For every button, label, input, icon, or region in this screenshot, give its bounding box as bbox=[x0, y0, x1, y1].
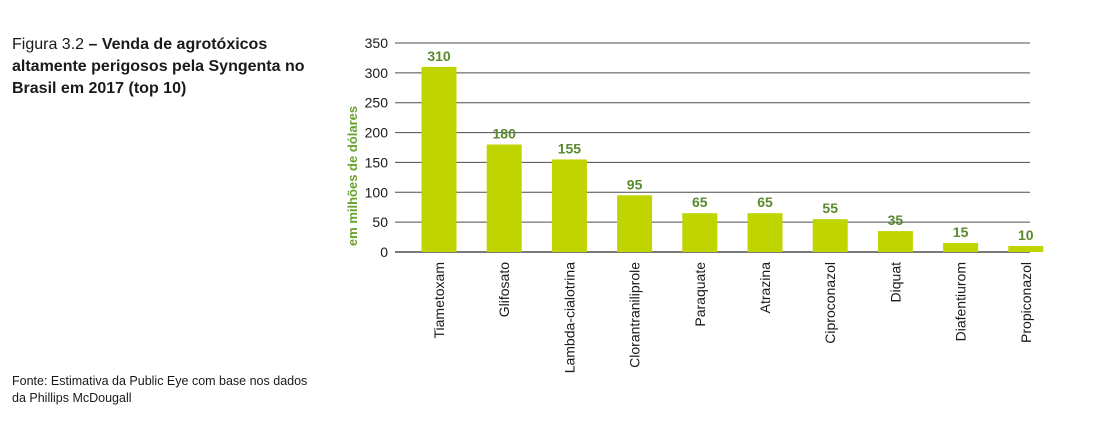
data-label: 65 bbox=[692, 194, 708, 210]
source-note: Fonte: Estimativa da Public Eye com base… bbox=[12, 374, 308, 405]
y-tick-label: 0 bbox=[380, 244, 388, 260]
y-tick-label: 200 bbox=[365, 125, 389, 141]
category-label: Diafentiurom bbox=[953, 262, 969, 341]
y-tick-label: 150 bbox=[365, 154, 389, 170]
category-labels: Tiametoxam Glifosato Lambda-cialotrina Clor… bbox=[431, 262, 1034, 374]
category-label: Atrazina bbox=[757, 262, 773, 314]
bar bbox=[551, 159, 587, 252]
bar bbox=[421, 66, 457, 252]
bar bbox=[877, 231, 913, 252]
data-label: 310 bbox=[427, 48, 451, 64]
bar bbox=[682, 213, 718, 252]
y-tick-label: 300 bbox=[365, 65, 389, 81]
category-label: Diquat bbox=[887, 262, 903, 303]
category-label: Lambda-cialotrina bbox=[561, 262, 577, 373]
category-label: Paraquate bbox=[692, 262, 708, 327]
bar bbox=[812, 219, 848, 252]
y-tick-label: 50 bbox=[372, 214, 388, 230]
data-label: 95 bbox=[627, 176, 643, 192]
y-tick-label: 250 bbox=[365, 95, 389, 111]
y-axis-label: em milhões de dólares bbox=[345, 106, 360, 246]
category-label: Propiconazol bbox=[1018, 262, 1034, 343]
category-label: Clorantraniliprole bbox=[627, 262, 643, 368]
data-label: 155 bbox=[558, 140, 582, 156]
bar bbox=[617, 195, 653, 252]
data-labels: 310 180 155 95 65 65 55 35 15 10 bbox=[427, 48, 1033, 243]
figure-title: – Venda de agrotóxicos altamente perigos… bbox=[12, 36, 305, 97]
bar bbox=[943, 243, 979, 252]
data-label: 15 bbox=[953, 224, 969, 240]
category-label: Tiametoxam bbox=[431, 262, 447, 339]
figure-caption: Figura 3.2 – Venda de agrotóxicos altame… bbox=[12, 34, 312, 100]
bar bbox=[486, 144, 522, 252]
data-label: 180 bbox=[493, 126, 517, 142]
y-axis-ticks: 0 50 100 150 200 250 300 350 bbox=[365, 35, 389, 260]
bar bbox=[747, 213, 783, 252]
y-tick-label: 100 bbox=[365, 184, 389, 200]
data-label: 10 bbox=[1018, 227, 1034, 243]
data-label: 55 bbox=[822, 200, 838, 216]
figure-number: Figura 3.2 bbox=[12, 36, 85, 53]
bars bbox=[421, 66, 1044, 252]
category-label: Glifosato bbox=[496, 262, 512, 317]
data-label: 65 bbox=[757, 194, 773, 210]
bar bbox=[1008, 246, 1044, 252]
category-label: Ciproconazol bbox=[822, 262, 838, 344]
data-label: 35 bbox=[888, 212, 904, 228]
y-tick-label: 350 bbox=[365, 35, 389, 51]
